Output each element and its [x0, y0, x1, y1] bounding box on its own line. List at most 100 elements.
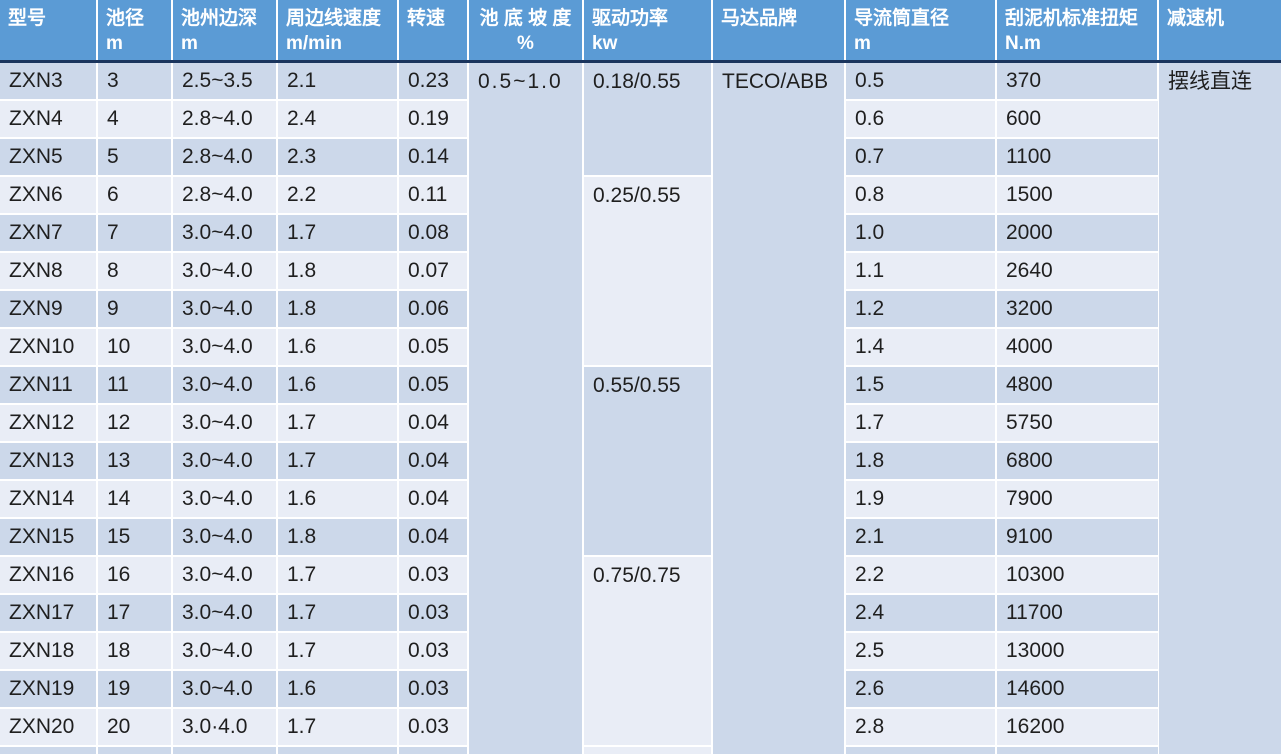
col-header-reducer: 减速机 [1158, 0, 1281, 63]
col-header-edge_depth: 池州边深 m [172, 0, 278, 63]
cell-diameter: 17 [97, 593, 173, 633]
col-header-diameter: 池径 m [97, 0, 173, 63]
cell-draft-tube: 1.4 [845, 327, 997, 367]
col-header-draft_tube: 导流筒直径 m [845, 0, 997, 63]
cell-diameter: 15 [97, 517, 173, 557]
cell-torque: 600 [996, 99, 1158, 139]
cell-draft-tube: 0.7 [845, 137, 997, 177]
cell-torque: 4000 [996, 327, 1158, 367]
cell-edge-depth: 3.0~4.0 [172, 213, 278, 253]
table-row: ZXN13 13 3.0~4.0 1.7 0.04 1.8 6800 [0, 441, 1281, 481]
table-row: ZXN7 7 3.0~4.0 1.7 0.08 1.0 2000 [0, 213, 1281, 253]
cell-diameter: 18 [97, 631, 173, 671]
cell-draft-tube: 1.9 [845, 479, 997, 519]
cell-edge-depth: 3.0~4.0 [172, 403, 278, 443]
cell-diameter: 8 [97, 251, 173, 291]
cell-draft-tube: 1.5 [845, 365, 997, 405]
cell-rpm: 0.03 [398, 631, 469, 671]
spec-table-header: 型号 池径 m 池州边深 m 周边线速度 m/min 转速 池 底 坡 度% 驱动功率 kw 马达品牌… [0, 0, 1281, 63]
cell-line-speed: 1.7 [277, 213, 399, 253]
cell-edge-depth: 3.0~4.0 [172, 365, 278, 405]
cell-line-speed: 2.1 [277, 61, 399, 101]
cell-diameter [97, 745, 173, 754]
col-header-label: 池 底 坡 度 [479, 8, 572, 29]
table-row: ZXN12 12 3.0~4.0 1.7 0.04 1.7 5750 [0, 403, 1281, 443]
cell-diameter: 5 [97, 137, 173, 177]
cell-line-speed: 1.6 [277, 479, 399, 519]
col-header-unit: N.m [1005, 33, 1041, 54]
cell-edge-depth [172, 745, 278, 754]
cell-edge-depth: 3.0~4.0 [172, 669, 278, 709]
cell-power-merged: 0.18/0.55 [583, 61, 713, 177]
cell-edge-depth: 3.0~4.0 [172, 479, 278, 519]
cell-line-speed: 2.3 [277, 137, 399, 177]
table-row: ZXN19 19 3.0~4.0 1.6 0.03 2.6 14600 [0, 669, 1281, 709]
cell-reducer-merged: 摆线直连 [1158, 61, 1281, 754]
cell-line-speed: 1.7 [277, 441, 399, 481]
cell-model: ZXN11 [0, 365, 98, 405]
cell-model: ZXN16 [0, 555, 98, 595]
cell-rpm: 0.08 [398, 213, 469, 253]
table-row: ZXN18 18 3.0~4.0 1.7 0.03 2.5 13000 [0, 631, 1281, 671]
cell-rpm: 0.04 [398, 441, 469, 481]
col-header-label: 周边线速度 [286, 8, 382, 29]
cell-torque: 1100 [996, 137, 1158, 177]
col-header-unit: kw [592, 33, 618, 54]
col-header-label: 型号 [8, 8, 47, 29]
table-row: ZXN8 8 3.0~4.0 1.8 0.07 1.1 2640 [0, 251, 1281, 291]
cell-rpm: 0.19 [398, 99, 469, 139]
cell-line-speed: 1.6 [277, 669, 399, 709]
cell-diameter: 16 [97, 555, 173, 595]
table-row: ZXN9 9 3.0~4.0 1.8 0.06 1.2 3200 [0, 289, 1281, 329]
cell-torque: 5750 [996, 403, 1158, 443]
table-row: ZXN14 14 3.0~4.0 1.6 0.04 1.9 7900 [0, 479, 1281, 519]
cell-rpm: 0.05 [398, 365, 469, 405]
cell-edge-depth: 2.8~4.0 [172, 99, 278, 139]
cell-rpm: 0.04 [398, 403, 469, 443]
table-row: ZXN10 10 3.0~4.0 1.6 0.05 1.4 4000 [0, 327, 1281, 367]
cell-draft-tube: 2.8 [845, 707, 997, 747]
cell-torque: 16200 [996, 707, 1158, 747]
cell-rpm: 0.14 [398, 137, 469, 177]
cell-torque: 14600 [996, 669, 1158, 709]
cell-edge-depth: 3.0~4.0 [172, 555, 278, 595]
cell-model: ZXN15 [0, 517, 98, 557]
cell-power-merged: 0.25/0.55 [583, 175, 713, 367]
cell-line-speed: 1.7 [277, 403, 399, 443]
cell-model: ZXN14 [0, 479, 98, 519]
table-row: ZXN4 4 2.8~4.0 2.4 0.19 0.6 600 [0, 99, 1281, 139]
cell-model: ZXN13 [0, 441, 98, 481]
cell-edge-depth: 2.5~3.5 [172, 61, 278, 101]
table-row: ZXN17 17 3.0~4.0 1.7 0.03 2.4 11700 [0, 593, 1281, 633]
cell-rpm: 0.03 [398, 593, 469, 633]
cell-model: ZXN3 [0, 61, 98, 101]
cell-line-speed: 2.4 [277, 99, 399, 139]
cell-torque [996, 745, 1158, 754]
cell-diameter: 19 [97, 669, 173, 709]
cell-draft-tube: 0.5 [845, 61, 997, 101]
cell-model: ZXN6 [0, 175, 98, 215]
cell-slope-merged: 0.5~1.0 [468, 61, 584, 754]
cell-line-speed: 1.8 [277, 517, 399, 557]
cell-diameter: 14 [97, 479, 173, 519]
cell-edge-depth: 3.0~4.0 [172, 631, 278, 671]
cell-line-speed: 1.7 [277, 555, 399, 595]
cell-torque: 13000 [996, 631, 1158, 671]
cell-diameter: 13 [97, 441, 173, 481]
cell-diameter: 9 [97, 289, 173, 329]
cell-diameter: 4 [97, 99, 173, 139]
col-header-label: 刮泥机标准扭矩 [1005, 8, 1139, 29]
col-header-label: 导流筒直径 [854, 8, 950, 29]
table-row: ZXN11 11 3.0~4.0 1.6 0.05 0.55/0.55 1.5 4800 [0, 365, 1281, 557]
cell-model: ZXN19 [0, 669, 98, 709]
cell-draft-tube: 1.0 [845, 213, 997, 253]
cell-draft-tube: 0.6 [845, 99, 997, 139]
cell-edge-depth: 2.8~4.0 [172, 175, 278, 215]
cell-line-speed: 1.8 [277, 251, 399, 291]
cell-draft-tube: 0.8 [845, 175, 997, 215]
col-header-label: 转速 [407, 8, 446, 29]
col-header-rpm: 转速 [398, 0, 469, 63]
cell-line-speed: 1.6 [277, 365, 399, 405]
spec-table-body: ZXN3 3 2.5~3.5 2.1 0.23 0.5~1.0 0.18/0.55 TECO/… [0, 61, 1281, 754]
cell-diameter: 12 [97, 403, 173, 443]
